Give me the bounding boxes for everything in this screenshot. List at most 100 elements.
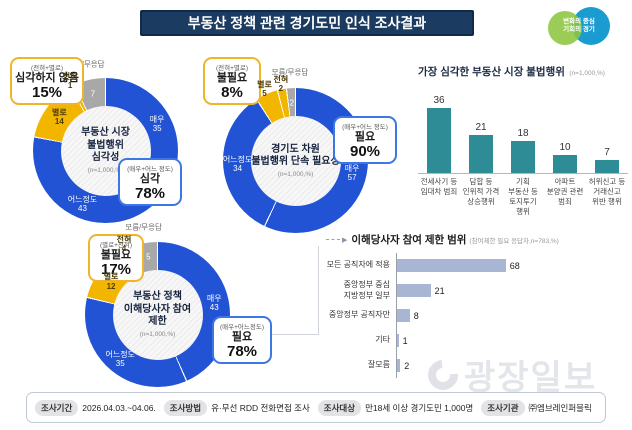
hbar-chart-sample-note: (참여제한 필요 응답자,n=783,%): [469, 237, 559, 245]
bar-value-label: 10: [559, 142, 571, 153]
donut-segment-value: 7: [90, 89, 96, 99]
callout-label: 필요: [231, 331, 253, 343]
callout-caption: (매우+어느정도): [219, 324, 264, 331]
bar: [511, 141, 535, 173]
callout-value: 15%: [31, 83, 63, 101]
hbar-category-label: 기타: [375, 335, 390, 345]
bar-column: 18: [502, 128, 544, 173]
hbar-row: 중앙정부 중심 지방정부 일부 21: [326, 278, 626, 303]
logo-green-circle: [548, 11, 582, 45]
donut-segment-name: 모름/무응답: [125, 222, 162, 232]
callout-label: 불필요: [216, 72, 248, 84]
bar-value-label: 21: [475, 122, 487, 133]
donut-center: 부동산 정책 이해당사자 참여 제한 (n=1,000,%): [112, 269, 203, 360]
callout-label: 심각하지 않음: [15, 72, 79, 84]
hbar-track: 68: [396, 253, 626, 278]
bar-value-label: 7: [604, 147, 610, 158]
bar-chart-title-row: 가장 심각한 부동산 시장 불법행위 (n=1,000,%): [418, 62, 628, 80]
hbar-value-label: 68: [509, 260, 520, 271]
donut-center: 경기도 차원 불법행위 단속 필요성 (n=1,000,%): [250, 115, 341, 206]
bar-category-label: 전세사기 등 임대차 범죄: [420, 177, 458, 197]
hbar-track: 2: [396, 353, 626, 378]
hbar-category-label: 잘모름: [367, 360, 390, 370]
bar: [595, 160, 619, 173]
hbar-value-label: 21: [434, 285, 445, 296]
callout-caption: (전혀+별로): [215, 65, 249, 72]
hbar-track: 21: [396, 278, 626, 303]
logo-slogan-line1: 변화의 중심: [563, 17, 595, 25]
callout-caption: (매우+어느 정도): [342, 124, 388, 131]
bar-value-label: 18: [517, 128, 529, 139]
donut-sample-note: (n=1,000,%): [277, 170, 314, 178]
watermark: 광장일보: [421, 350, 598, 399]
bar: [469, 135, 493, 173]
donut-title: 부동산 시장 불법행위 심각성: [81, 127, 130, 164]
bar-chart-title: 가장 심각한 부동산 시장 불법행위: [418, 66, 565, 78]
hbar-bar: [397, 259, 506, 272]
hbar-row: 기타 1: [326, 328, 626, 353]
meta-value-target: 만18세 이상 경기도민 1,000명: [365, 402, 474, 413]
connector-line-vertical: [318, 246, 319, 335]
meta-value-method: 유·무선 RDD 전화면접 조사: [211, 402, 310, 413]
hbar-category-label: 중앙정부 중심 지방정부 일부: [343, 280, 390, 300]
donut-segment-label: 별로 14: [52, 107, 67, 126]
hbar-value-label: 8: [413, 310, 419, 321]
hbar-chart-participation-limit-scope: ▶ 이해당사자 참여 제한 범위 (참여제한 필요 응답자,n=783,%) 모…: [326, 232, 626, 378]
gyeonggi-province-logo: 변화의 중심 기회의 경기: [546, 5, 612, 47]
hbar-row: 잘모름 2: [326, 353, 626, 378]
hbar-value-label: 1: [402, 335, 408, 346]
callout-value: 78%: [226, 342, 258, 360]
bar-value-label: 36: [433, 95, 445, 106]
donut-segment-label: 매우 43: [206, 293, 222, 312]
hbar-category-label: 모든 공직자에 적용: [326, 260, 390, 270]
meta-label-method: 조사방법: [163, 399, 208, 416]
callout-unnecessary-2: (별로+전혀) 불필요 17%: [88, 234, 144, 283]
bar-chart-plot: 36 21 18 10 7: [418, 86, 628, 174]
donut-segment-label: 어느정도 34: [222, 154, 253, 174]
meta-label-period: 조사기간: [35, 399, 79, 416]
callout-label: 심각: [139, 173, 161, 185]
donut-segment-label: 어느정도 43: [67, 194, 98, 213]
watermark-text: 광장일보: [464, 359, 598, 397]
bar-chart-category-labels: 전세사기 등 임대차 범죄 담합 등 인위적 가격 상승행위 기획 부동산 등 토지…: [418, 177, 628, 218]
bar-column: 10: [544, 142, 586, 173]
meta-value-agency: ㈜엠브레인퍼블릭: [528, 402, 592, 413]
connector-dash: [326, 239, 340, 240]
connector-arrow-icon: ▶: [342, 236, 348, 244]
hbar-bar: [397, 284, 431, 297]
meta-label-agency: 조사기관: [481, 399, 525, 416]
hbar-value-label: 2: [404, 360, 410, 371]
hbar-bar: [397, 359, 401, 372]
hbar-bar: [397, 309, 410, 322]
donut-segment-value: 2: [289, 98, 295, 108]
bar-column: 36: [418, 95, 460, 173]
callout-value: 8%: [221, 83, 243, 101]
bar-category-label: 허위신고 등 거래신고 위반 행위: [588, 177, 626, 207]
donut-segment-label: 매우 35: [149, 114, 165, 134]
callout-unnecessary: (전혀+별로) 불필요 8%: [203, 57, 261, 106]
callout-not-serious: (전혀+별로) 심각하지 않음 15%: [10, 57, 84, 106]
callout-caption: (매우+어느 정도): [127, 166, 173, 173]
hbar-chart-title: 이해당사자 참여 제한 범위: [351, 234, 467, 246]
hbar-chart-plot: 모든 공직자에 적용 68 중앙정부 중심 지방정부 일부 21 중앙정부 공직자만 8 기…: [326, 253, 626, 378]
callout-caption: (별로+전혀): [99, 242, 133, 249]
callout-label: 불필요: [100, 249, 132, 261]
bar-category-label: 담합 등 인위적 가격 상승행위: [462, 177, 500, 207]
hbar-row: 중앙정부 공직자만 8: [326, 303, 626, 328]
meta-label-target: 조사대상: [317, 399, 362, 416]
donut-title: 경기도 차원 불법행위 단속 필요성: [251, 143, 340, 168]
logo-slogan: 변화의 중심 기회의 경기: [546, 5, 612, 47]
donut-sample-note: (n=1,000,%): [139, 330, 176, 338]
callout-serious: (매우+어느 정도) 심각 78%: [118, 158, 182, 207]
callout-value: 90%: [349, 142, 381, 160]
callout-value: 17%: [100, 260, 132, 278]
bar-chart-sample-note: (n=1,000,%): [569, 70, 605, 77]
gwangjang-ilbo-logo-icon: [421, 353, 465, 396]
connector-line-horizontal: [270, 334, 318, 335]
bar-column: 7: [586, 147, 628, 173]
hbar-bar: [397, 334, 399, 347]
donut-segment-name: 모름/무응답: [271, 67, 309, 77]
donut-sample-note: (n=1,000,%): [87, 166, 124, 174]
donut-segment-label: 매우 57: [344, 163, 360, 183]
bar-column: 21: [460, 122, 502, 173]
